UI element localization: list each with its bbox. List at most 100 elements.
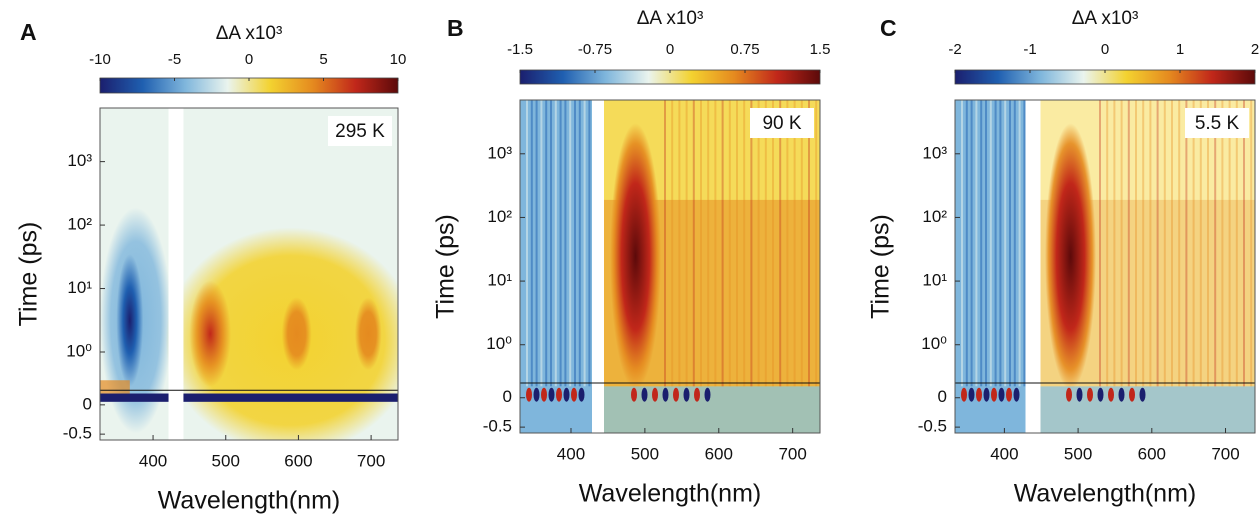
heatmap-region [100,380,130,394]
x-tick-label: 600 [705,444,733,463]
colorbar-tick-label: 0 [666,41,674,58]
heatmap-oscillation [1087,387,1093,402]
heatmap-stripe [1192,100,1195,387]
heatmap-stripe [1185,100,1188,387]
colorbar-label: ΔA x10³ [1072,8,1139,29]
heatmap-stripe [1018,100,1021,387]
heatmap-stripe [985,100,987,387]
colorbar-tick-label: 0 [245,51,253,68]
heatmap-oscillation [673,387,679,402]
heatmap-stripe [1106,100,1109,387]
heatmap-stripe [961,100,963,387]
heatmap-stripe [728,100,731,387]
y-axis-label: Time (ps) [15,222,43,327]
panel-label: B [447,15,464,41]
data-gap [168,108,184,440]
x-tick-label: 600 [1138,444,1166,463]
panel-label: C [880,15,897,41]
heatmap-stripe [970,100,973,387]
heatmap-stripe [550,100,552,387]
heatmap-oscillation [526,387,532,402]
heatmap-stripe [1207,100,1209,387]
heatmap-stripe [1199,100,1202,387]
heatmap-stripe [559,100,562,387]
heatmap-stripe [1228,100,1231,387]
heatmap-oscillation [976,387,982,402]
y-tick-label: -0.5 [918,417,947,436]
heatmap-oscillation [704,387,711,402]
heatmap-oscillation [571,387,577,402]
heatmap-stripe [750,100,753,387]
heatmap-oscillation [533,387,540,402]
heatmap-region [610,123,661,390]
heatmap-stripe [999,100,1002,387]
x-tick-label: 400 [557,444,585,463]
y-axis-label: Time (ps) [432,214,460,319]
x-tick-label: 700 [1211,444,1239,463]
colorbar-label: ΔA x10³ [637,8,704,29]
heatmap-stripe [692,100,695,387]
heatmap-stripe [1250,100,1253,387]
y-axis-label: Time (ps) [867,214,895,319]
heatmap-stripe [583,100,586,387]
heatmap-stripe [671,100,674,387]
heatmap-stripe [1135,100,1137,387]
colorbar-tick-label: 2 [1251,41,1259,58]
heatmap-oscillation [1013,387,1020,402]
plot-frame [519,99,821,434]
x-tick-label: 400 [990,444,1018,463]
heatmap-stripe [574,100,576,387]
annotation: 90 K [762,113,801,134]
panel-label: A [20,19,37,45]
heatmap-stripe [815,100,818,387]
colorbar-tick-label: 0 [1101,41,1109,58]
y-tick-label: 0 [503,387,512,406]
y-tick-label: 0 [83,394,92,413]
annotation: 295 K [335,121,385,142]
x-tick-label: 500 [212,451,240,470]
heatmap-region [955,386,1255,433]
heatmap-oscillation [1118,387,1125,402]
x-axis-label: Wavelength(nm) [1014,480,1196,508]
x-tick-label: 400 [139,451,167,470]
heatmap-oscillation [652,387,658,402]
y-tick-label: 10¹ [487,271,512,290]
heatmap-region [281,297,312,371]
heatmap-oscillation [556,387,562,402]
heatmap-stripe [757,100,760,387]
heatmap-oscillation [968,387,975,402]
heatmap-stripe [1004,100,1007,387]
heatmap-stripe [989,100,992,387]
colorbar-tick-label: 1 [1176,41,1184,58]
heatmap-stripe [779,100,782,387]
heatmap-stripe [1120,100,1123,387]
heatmap-oscillation [1066,387,1072,402]
heatmap-oscillation [983,387,990,402]
heatmap-stripe [707,100,710,387]
heatmap-oscillation [991,387,997,402]
y-tick-label: 10⁰ [66,341,92,360]
heatmap-stripe [786,100,789,387]
colorbar-tick-label: 0.75 [730,41,759,58]
heatmap-stripe [535,100,538,387]
heatmap-oscillation [1006,387,1012,402]
heatmap-stripe [1178,100,1181,387]
x-tick-label: 700 [357,451,385,470]
heatmap-region [354,297,382,371]
heatmap-stripe [994,100,997,387]
heatmap-stripe [800,100,803,387]
heatmap-region [116,254,144,387]
heatmap-stripe [526,100,528,387]
heatmap-stripe [1171,100,1173,387]
heatmap-stripe [1221,100,1224,387]
heatmap-oscillation [548,387,555,402]
heatmap-oscillation [1108,387,1114,402]
heatmap-oscillation [683,387,690,402]
heatmap-stripe [743,100,746,387]
colorbar-tick-label: -1 [1023,41,1036,58]
heatmap-stripe [1127,100,1130,387]
heatmap-stripe [764,100,767,387]
heatmap-stripe [678,100,681,387]
heatmap-oscillation [1076,387,1083,402]
